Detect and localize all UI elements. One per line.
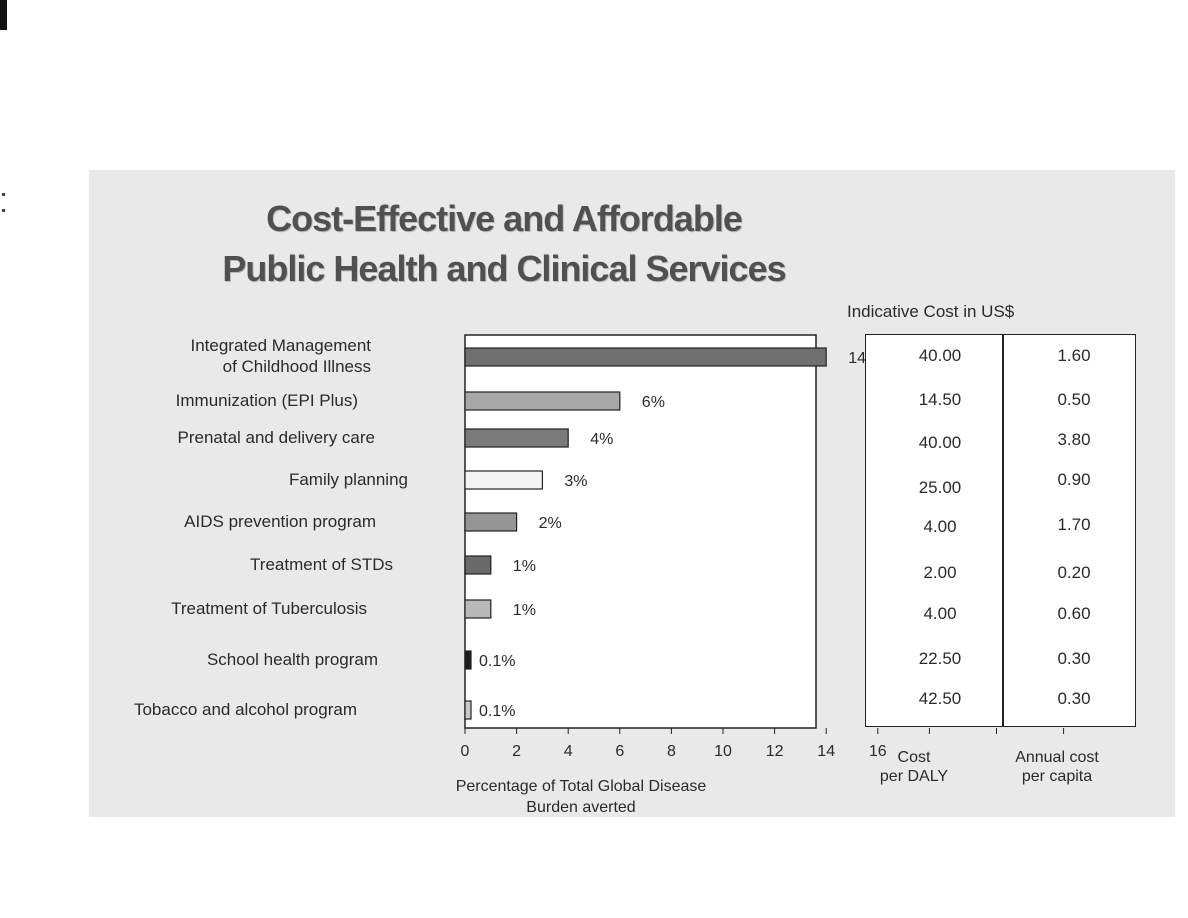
category-label: Family planning bbox=[289, 469, 408, 490]
annual-cost-cell: 1.70 bbox=[1057, 515, 1091, 534]
cost-per-daly-header-line-1: Cost bbox=[897, 749, 931, 766]
scan-speck bbox=[2, 193, 5, 196]
x-tick-label: 4 bbox=[564, 743, 573, 760]
cost-per-daly-cell: 25.00 bbox=[918, 478, 962, 497]
annual-cost-header-line-2: per capita bbox=[1021, 768, 1093, 785]
annual-cost-cell: 0.90 bbox=[1057, 470, 1091, 489]
bar bbox=[464, 347, 827, 367]
bar bbox=[464, 512, 518, 532]
annual-cost-cell: 1.60 bbox=[1057, 346, 1091, 365]
x-axis-label: Percentage of Total Global Disease Burde… bbox=[416, 776, 746, 818]
category-label: Integrated Management of Childhood Illnes… bbox=[190, 335, 371, 377]
bar-value-label: 0.1% bbox=[479, 653, 515, 670]
bar bbox=[464, 470, 544, 490]
x-tick-label: 16 bbox=[869, 743, 887, 760]
bar bbox=[464, 428, 569, 448]
cost-per-daly-cell: 4.00 bbox=[923, 604, 957, 623]
annual-cost-cell: 0.50 bbox=[1057, 390, 1091, 409]
annual-cost-header-line-1: Annual cost bbox=[1015, 749, 1099, 766]
scan-speck bbox=[2, 209, 5, 212]
slide-panel: Cost-Effective and Affordable Public Hea… bbox=[89, 170, 1175, 817]
category-label-line: School health program bbox=[206, 649, 378, 669]
bar bbox=[464, 599, 492, 619]
category-label-line: Family planning bbox=[288, 469, 408, 489]
cost-table-caption: Indicative Cost in US$ bbox=[847, 302, 1015, 321]
x-tick-label: 12 bbox=[766, 743, 784, 760]
category-label: Treatment of Tuberculosis bbox=[171, 598, 367, 619]
cost-per-daly-cell: 40.00 bbox=[918, 346, 962, 365]
bar bbox=[464, 700, 472, 720]
bar bbox=[464, 650, 472, 670]
cost-table: 40.00 14.50 40.00 25.00 4.00 2.00 4.00 22.50 42.… bbox=[865, 334, 1136, 727]
category-label-line: Tobacco and alcohol program bbox=[133, 699, 357, 719]
cost-per-daly-cell: 40.00 bbox=[918, 433, 962, 452]
bar-value-label: 4% bbox=[590, 431, 613, 448]
x-axis-label-line-1: Percentage of Total Global Disease bbox=[455, 778, 707, 795]
category-label: AIDS prevention program bbox=[184, 511, 376, 532]
x-tick-label: 8 bbox=[667, 743, 676, 760]
annual-cost-cell: 0.60 bbox=[1057, 604, 1091, 623]
bar-value-label: 3% bbox=[564, 473, 587, 490]
category-label-line: Treatment of Tuberculosis bbox=[171, 598, 367, 618]
category-label: Prenatal and delivery care bbox=[177, 427, 375, 448]
annual-cost-cell: 0.30 bbox=[1057, 689, 1091, 708]
cost-per-daly-header-line-2: per DALY bbox=[879, 768, 949, 785]
cost-per-daly-cell: 4.00 bbox=[923, 517, 957, 536]
cost-per-daly-cell: 22.50 bbox=[918, 649, 962, 668]
x-tick-label: 10 bbox=[714, 743, 732, 760]
annual-cost-cell: 3.80 bbox=[1057, 430, 1091, 449]
cost-table-divider bbox=[1002, 335, 1004, 726]
bar-value-label: 1% bbox=[513, 558, 536, 575]
bar bbox=[464, 391, 621, 411]
category-label: Tobacco and alcohol program bbox=[134, 699, 357, 720]
bar-value-label: 1% bbox=[513, 602, 536, 619]
scan-corner-mark bbox=[0, 0, 7, 30]
x-tick-label: 14 bbox=[817, 743, 835, 760]
bar-value-label: 6% bbox=[642, 394, 665, 411]
x-tick-label: 0 bbox=[461, 743, 470, 760]
cost-per-daly-cell: 14.50 bbox=[918, 390, 962, 409]
title-line-1: Cost-Effective and Affordable bbox=[266, 198, 743, 239]
category-label: School health program bbox=[207, 649, 378, 670]
title-line-2: Public Health and Clinical Services bbox=[222, 248, 786, 289]
category-label-line: AIDS prevention program bbox=[184, 511, 376, 531]
bar-value-label: 2% bbox=[539, 515, 562, 532]
bar bbox=[464, 555, 492, 575]
annual-cost-cell: 0.30 bbox=[1057, 649, 1091, 668]
bar-chart: 024681012141614%6%4%3%2%1%1%0.1%0.1% bbox=[461, 334, 1065, 760]
category-label: Immunization (EPI Plus) bbox=[176, 390, 358, 411]
annual-cost-cell: 0.20 bbox=[1057, 563, 1091, 582]
cost-per-daly-cell: 2.00 bbox=[923, 563, 957, 582]
category-label-line: Treatment of STDs bbox=[250, 554, 393, 574]
category-label-line: Prenatal and delivery care bbox=[177, 427, 375, 447]
category-label-line: of Childhood Illness bbox=[222, 357, 371, 376]
x-axis-label-line-2: Burden averted bbox=[526, 799, 636, 816]
bar-value-label: 0.1% bbox=[479, 703, 515, 720]
category-label: Treatment of STDs bbox=[250, 554, 393, 575]
category-label-line: Immunization (EPI Plus) bbox=[175, 390, 358, 410]
x-tick-label: 2 bbox=[512, 743, 521, 760]
cost-per-daly-header: Cost per DALY bbox=[859, 748, 969, 786]
annual-cost-header: Annual cost per capita bbox=[997, 748, 1117, 786]
category-label-line: Integrated Management bbox=[190, 336, 371, 355]
x-tick-label: 6 bbox=[615, 743, 624, 760]
cost-per-daly-cell: 42.50 bbox=[918, 689, 962, 708]
